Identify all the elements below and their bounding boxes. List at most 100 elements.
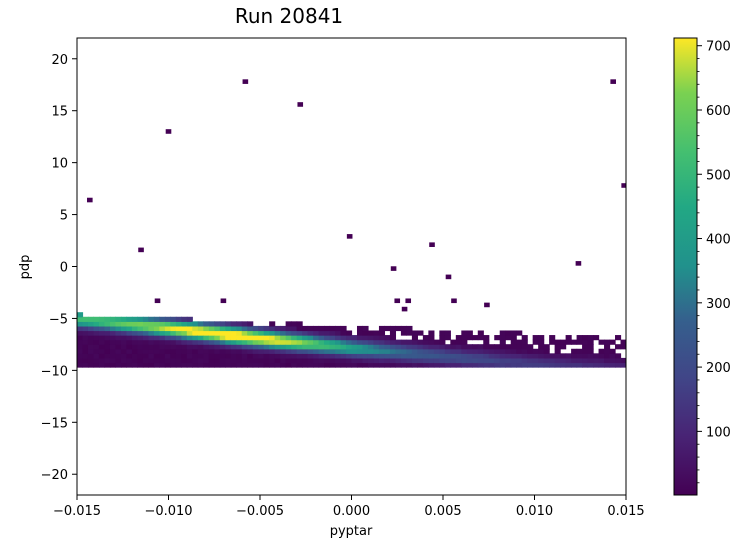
y-tick-label: −20	[41, 468, 68, 483]
heatmap-cell	[406, 344, 413, 350]
heatmap-cell	[225, 321, 232, 327]
heatmap-cell	[543, 357, 550, 364]
heatmap-cell	[329, 335, 336, 341]
heatmap-cell	[400, 357, 407, 364]
heatmap-cell	[131, 362, 138, 368]
colorbar-tick-label: 700	[706, 40, 731, 55]
heatmap-cell	[115, 321, 122, 327]
heatmap-cell	[307, 362, 314, 368]
heatmap-cell	[395, 353, 402, 359]
heatmap-cell	[77, 339, 84, 345]
heatmap-cell	[82, 357, 89, 364]
heatmap-cell	[477, 357, 484, 364]
heatmap-cell	[466, 357, 473, 364]
heatmap-cell	[225, 353, 232, 359]
heatmap-cell	[247, 335, 254, 341]
heatmap-cell	[164, 353, 171, 359]
heatmap-cell	[82, 321, 89, 327]
heatmap-cell	[285, 353, 292, 359]
heatmap-cell	[351, 362, 358, 368]
heatmap-outlier-cell	[154, 298, 161, 304]
heatmap-cell	[378, 335, 386, 341]
heatmap-cell	[587, 344, 594, 350]
heatmap-cell	[77, 316, 84, 322]
heatmap-cell	[197, 362, 204, 368]
heatmap-cell	[241, 344, 248, 350]
heatmap-cell	[587, 335, 594, 341]
heatmap-cell	[307, 344, 314, 350]
heatmap-cell	[549, 335, 556, 341]
heatmap-cell	[98, 357, 106, 364]
heatmap-cell	[142, 362, 149, 368]
heatmap-cell	[340, 335, 347, 341]
heatmap-cell	[82, 330, 89, 336]
heatmap-cell	[219, 339, 226, 345]
heatmap-cell	[137, 344, 144, 350]
heatmap-cell	[252, 344, 259, 350]
heatmap-cell	[115, 339, 122, 345]
heatmap-cell	[82, 339, 89, 345]
heatmap-cell	[98, 362, 106, 368]
heatmap-cell	[98, 344, 106, 350]
heatmap-cell	[291, 353, 298, 359]
heatmap-cell	[164, 316, 171, 322]
heatmap-cell	[219, 353, 226, 359]
heatmap-cell	[444, 353, 451, 359]
heatmap-cell	[302, 325, 309, 332]
heatmap-cell	[192, 335, 199, 341]
heatmap-cell	[466, 348, 473, 354]
heatmap-cell	[203, 330, 210, 336]
heatmap-cell	[203, 344, 210, 350]
heatmap-cell	[159, 362, 166, 368]
heatmap-cell	[455, 353, 462, 359]
heatmap-cell	[318, 348, 325, 354]
heatmap-cell	[285, 339, 292, 345]
heatmap-cell	[126, 353, 133, 359]
heatmap-cell	[307, 339, 314, 345]
heatmap-cell	[521, 335, 528, 341]
heatmap-cell	[153, 339, 160, 345]
heatmap-cell	[466, 344, 473, 350]
heatmap-cell	[499, 335, 506, 341]
heatmap-cell	[120, 335, 128, 341]
heatmap-cell	[148, 357, 155, 364]
heatmap-cell	[444, 344, 451, 350]
heatmap-cell	[225, 335, 232, 341]
heatmap-cell	[274, 325, 281, 332]
heatmap-cell	[373, 335, 380, 341]
heatmap-cell	[263, 348, 270, 354]
heatmap-cell	[499, 339, 506, 345]
heatmap-cell	[346, 348, 353, 354]
heatmap-cell	[483, 339, 490, 345]
heatmap-cell	[225, 348, 232, 354]
heatmap-cell	[197, 353, 204, 359]
heatmap-cell	[203, 339, 210, 345]
heatmap-cell	[510, 362, 517, 368]
heatmap-cell	[378, 330, 386, 336]
heatmap-cell	[406, 362, 413, 368]
heatmap-cell	[593, 353, 600, 359]
heatmap-cell	[422, 348, 429, 354]
heatmap-cell	[538, 348, 545, 354]
heatmap-cell	[109, 335, 117, 341]
heatmap-cell	[329, 348, 336, 354]
heatmap-cell	[175, 353, 182, 359]
heatmap-cell	[131, 325, 138, 332]
heatmap-cell	[159, 353, 166, 359]
heatmap-outlier-cell	[87, 197, 93, 203]
heatmap-cell	[104, 357, 111, 364]
heatmap-cell	[241, 325, 248, 332]
heatmap-cell	[554, 339, 561, 345]
heatmap-cell	[186, 362, 193, 368]
heatmap-cell	[340, 339, 347, 345]
heatmap-cell	[77, 335, 84, 341]
heatmap-cell	[214, 339, 221, 345]
heatmap-cell	[538, 353, 545, 359]
heatmap-cell	[148, 321, 155, 327]
heatmap-cell	[104, 362, 111, 368]
heatmap-cell	[373, 330, 380, 336]
heatmap-cell	[186, 325, 193, 332]
heatmap-cell	[258, 348, 265, 354]
heatmap-cell	[159, 344, 166, 350]
heatmap-cell	[428, 357, 435, 364]
